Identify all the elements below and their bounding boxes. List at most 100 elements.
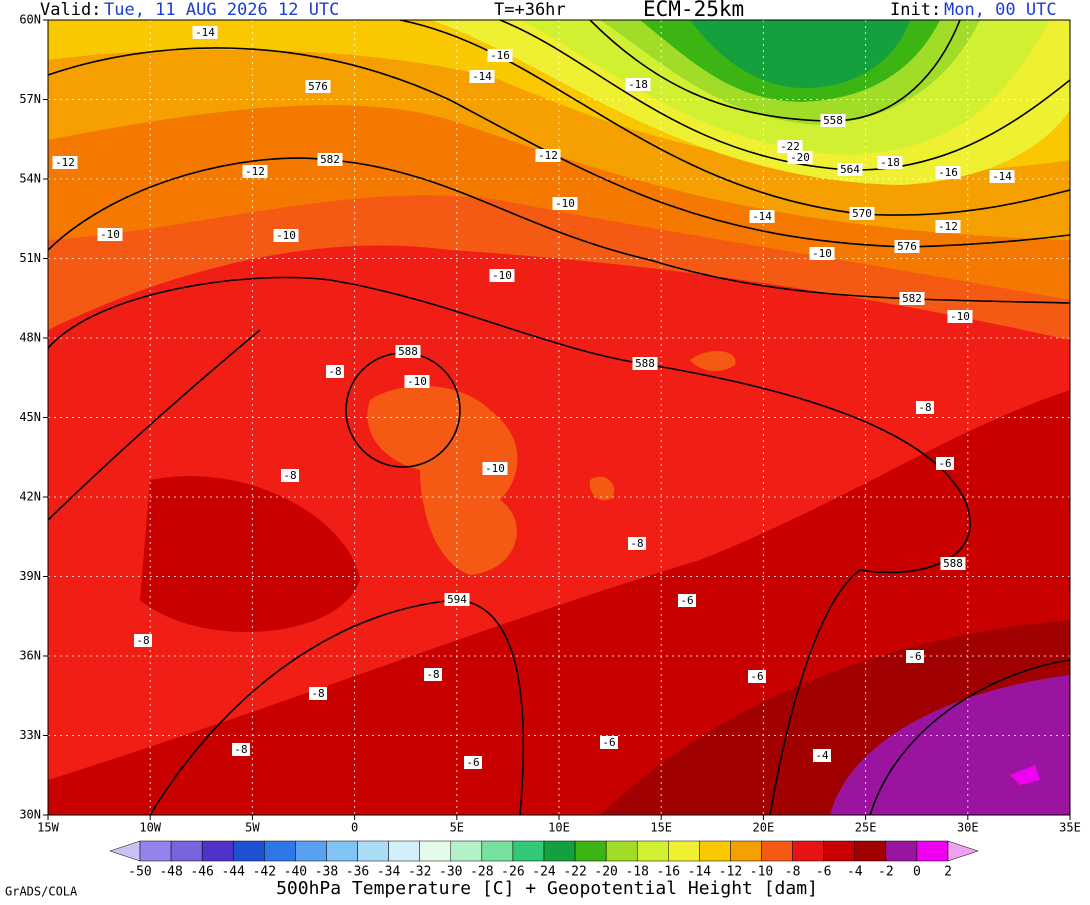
temperature-label: -6: [602, 736, 615, 749]
temperature-label: -10: [812, 247, 832, 260]
temperature-label-box: [748, 670, 766, 683]
lat-label: 54N: [19, 172, 41, 186]
lead-time: T=+36hr: [494, 0, 566, 20]
colorbar-label: -4: [847, 865, 863, 880]
colorbar-label: -42: [253, 865, 276, 880]
temperature-label-box: [489, 269, 515, 282]
height-label-box: [444, 593, 470, 606]
temperature-label-box: [809, 247, 835, 260]
height-label: 594: [447, 593, 467, 606]
temperature-label-box: [916, 401, 934, 414]
lon-label: 5W: [245, 821, 260, 835]
valid-time: Tue, 11 AUG 2026 12 UTC: [104, 0, 339, 20]
colorbar-box: [201, 840, 234, 862]
colorbar-box: [170, 840, 203, 862]
temperature-label: -6: [680, 594, 693, 607]
height-label-box: [820, 114, 846, 127]
lon-label: 15W: [37, 821, 59, 835]
height-label: 570: [852, 207, 872, 220]
colorbar-label: -2: [878, 865, 894, 880]
colorbar-box: [232, 840, 265, 862]
height-contours: [48, 20, 1070, 815]
temperature-label: -22: [780, 140, 800, 153]
height-label-box: [837, 163, 863, 176]
height-label: 576: [308, 80, 328, 93]
colorbar-under: [109, 840, 141, 862]
lon-label: 20E: [753, 821, 775, 835]
colorbar-box: [574, 840, 607, 862]
colorbar-label: -36: [346, 865, 369, 880]
temperature-label-box: [424, 668, 442, 681]
temperature-label: -12: [245, 165, 265, 178]
temperature-label: -8: [311, 687, 324, 700]
lon-label: 10W: [139, 821, 161, 835]
temperature-label-box: [947, 310, 973, 323]
height-label: 582: [902, 292, 922, 305]
temperature-label-box: [535, 149, 561, 162]
colorbar-box: [543, 840, 576, 862]
lon-label: 15E: [650, 821, 672, 835]
colorbar-label: -6: [816, 865, 832, 880]
temperature-label-box: [281, 469, 299, 482]
height-label: 576: [897, 240, 917, 253]
height-label-box: [395, 345, 421, 358]
colorbar-label: -46: [190, 865, 213, 880]
colorbar-label: -26: [501, 865, 524, 880]
lat-label: 30N: [19, 808, 41, 822]
lat-label: 48N: [19, 331, 41, 345]
colorbar-box: [357, 840, 389, 862]
lat-label: 51N: [19, 251, 41, 265]
colorbar-label: -40: [284, 865, 307, 880]
colorbar-box: [388, 840, 420, 862]
model: ECM-25km: [643, 0, 744, 21]
temperature-label-box: [404, 375, 430, 388]
colorbar-box: [761, 840, 793, 862]
temperature-label: -8: [234, 743, 247, 756]
temperature-label: -10: [276, 229, 296, 242]
colorbar-label: -20: [594, 865, 617, 880]
colorbar-box: [636, 840, 669, 862]
temperature-label-box: [935, 220, 961, 233]
temperature-label: -8: [630, 537, 643, 550]
colorbar-label: -50: [128, 865, 151, 880]
temperature-label: -6: [938, 457, 951, 470]
colorbar-box: [916, 840, 949, 862]
temperature-label-box: [469, 70, 495, 83]
temperature-label-box: [777, 140, 803, 153]
temperature-label-box: [936, 457, 954, 470]
colorbar-box: [139, 840, 172, 862]
init-label: Init:: [890, 0, 941, 20]
caption: 500hPa Temperature [C] + Geopotential He…: [276, 878, 818, 899]
temperature-label: -4: [815, 749, 829, 762]
colorbar-box: [326, 840, 358, 862]
temperature-label: -12: [938, 220, 958, 233]
temperature-label-box: [464, 756, 482, 769]
temperature-label: -14: [195, 26, 215, 39]
height-label-box: [940, 557, 966, 570]
height-label: 564: [840, 163, 860, 176]
temperature-label-box: [813, 749, 831, 762]
temperature-label-box: [989, 170, 1015, 183]
temperature-label: -18: [880, 156, 900, 169]
temperature-label-box: [52, 156, 78, 169]
temperature-label-box: [134, 634, 152, 647]
height-label-box: [899, 292, 925, 305]
height-label-box: [894, 240, 920, 253]
temperature-label-box: [242, 165, 268, 178]
colorbar-box: [854, 840, 887, 862]
colorbar-box: [605, 840, 638, 862]
colorbar-over: [947, 840, 979, 862]
temperature-label: -8: [136, 634, 149, 647]
height-label: 582: [320, 153, 340, 166]
colorbar-label: -48: [159, 865, 182, 880]
credit: GrADS/COLA: [5, 885, 78, 899]
height-label-box: [317, 153, 343, 166]
height-label-box: [632, 357, 658, 370]
colorbar-label: -32: [408, 865, 431, 880]
colorbar-label: -38: [315, 865, 338, 880]
colorbar-label: 2: [944, 865, 952, 880]
colorbar-box: [730, 840, 762, 862]
temperature-label: -12: [55, 156, 75, 169]
temperature-label: -10: [555, 197, 575, 210]
